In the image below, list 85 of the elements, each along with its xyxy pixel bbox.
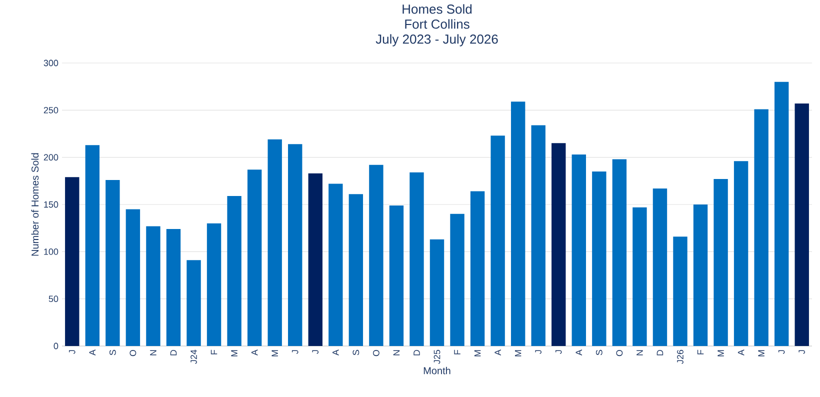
bar — [693, 204, 708, 346]
bar — [85, 145, 100, 346]
y-tick-label: 200 — [44, 154, 58, 161]
bar — [227, 196, 242, 346]
bar — [794, 104, 809, 346]
x-tick-label: M — [514, 350, 522, 356]
bar — [774, 82, 789, 346]
bar — [652, 188, 668, 346]
bar — [126, 209, 140, 346]
x-tick-label: A — [576, 350, 582, 356]
bar — [490, 136, 505, 346]
bar — [531, 125, 546, 346]
bar — [369, 164, 384, 346]
bar — [308, 173, 322, 346]
chart-subtitle: Fort Collins July 2023 - July 2026 — [376, 19, 498, 46]
x-tick-label: J — [535, 350, 542, 354]
bar — [714, 179, 728, 346]
x-tick-label: J — [68, 350, 76, 354]
bar — [612, 159, 627, 346]
x-tick-label: F — [210, 350, 218, 354]
bar — [65, 177, 80, 346]
x-tick-label: M — [474, 350, 481, 356]
bar — [166, 229, 181, 346]
bar — [288, 144, 302, 346]
bar — [430, 239, 444, 346]
bar — [186, 260, 201, 346]
x-tick-label: N — [393, 350, 400, 356]
bar — [592, 171, 606, 346]
bar — [632, 207, 647, 346]
x-tick-label: M — [231, 350, 238, 356]
x-tick-label: S — [109, 350, 116, 356]
x-tick-label: F — [697, 350, 704, 354]
bar — [572, 154, 586, 346]
bar — [146, 226, 160, 346]
bar — [734, 161, 748, 346]
bar — [268, 139, 282, 346]
x-tick-label: J24 — [190, 350, 197, 364]
bar — [389, 205, 404, 346]
bar — [247, 170, 262, 346]
x-tick-label: M — [272, 350, 278, 356]
bar — [348, 194, 364, 346]
x-tick-label: D — [170, 350, 177, 356]
bar — [450, 214, 464, 346]
x-tick-label: N — [150, 350, 156, 356]
chart-title: Homes Sold — [402, 4, 472, 14]
x-tick-label: J — [292, 350, 298, 354]
x-tick-label: M — [718, 350, 724, 356]
x-tick-label: J25 — [434, 350, 440, 364]
bar — [754, 109, 768, 346]
x-tick-label: F — [454, 350, 460, 354]
bar — [510, 102, 526, 346]
x-tick-label: S — [352, 350, 360, 356]
x-tick-label: O — [616, 350, 623, 356]
y-axis-title: Number of Homes Sold — [31, 153, 39, 256]
y-tick-label: 150 — [44, 201, 58, 208]
x-tick-label: A — [332, 350, 339, 356]
x-tick-label: A — [251, 350, 258, 356]
x-tick-label: N — [636, 350, 643, 356]
x-tick-label: O — [130, 350, 136, 356]
y-tick-label: 50 — [48, 296, 58, 302]
x-tick-label: O — [373, 350, 380, 356]
x-tick-label: A — [738, 350, 744, 356]
x-tick-label: J26 — [677, 350, 684, 364]
x-axis-title: Month — [424, 366, 450, 374]
y-tick-label: 250 — [44, 106, 58, 114]
bar — [673, 236, 688, 346]
x-tick-label: D — [414, 350, 420, 356]
x-tick-label: D — [656, 350, 664, 356]
x-tick-label: A — [494, 350, 501, 356]
y-tick-label: 0 — [54, 342, 58, 350]
x-tick-label: S — [596, 350, 602, 356]
y-tick-label: 100 — [44, 248, 58, 255]
bar — [106, 180, 120, 346]
x-tick-label: A — [89, 350, 96, 356]
bar — [410, 172, 424, 346]
bar — [206, 223, 222, 346]
y-tick-label: 300 — [44, 60, 58, 66]
bar — [470, 191, 485, 346]
x-tick-label: J — [778, 350, 785, 354]
x-tick-label: J — [312, 350, 319, 354]
bar — [328, 184, 343, 346]
bar — [552, 143, 566, 346]
x-tick-label: M — [758, 350, 764, 356]
x-tick-label: J — [798, 350, 806, 354]
x-tick-label: J — [555, 350, 562, 354]
